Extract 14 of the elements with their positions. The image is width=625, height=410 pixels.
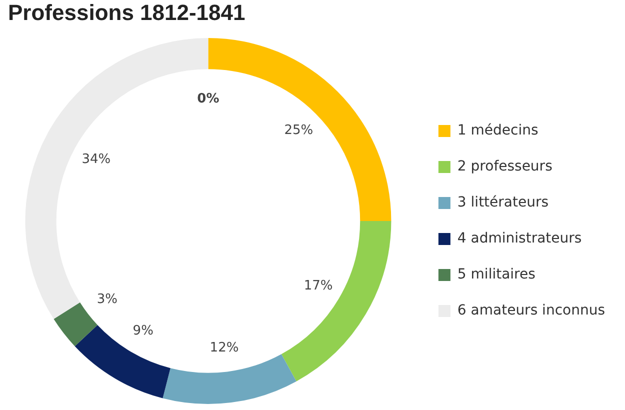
legend-label: 5 militaires <box>457 266 536 283</box>
data-label: 9% <box>132 323 154 338</box>
legend-label: 2 professeurs <box>457 158 552 175</box>
data-label: 3% <box>96 292 118 307</box>
data-label: 25% <box>284 122 314 138</box>
legend-label: 1 médecins <box>457 122 538 139</box>
data-label: 17% <box>304 278 333 294</box>
chart-title: Professions 1812-1841 <box>8 0 246 26</box>
legend-label: 4 administrateurs <box>457 230 582 247</box>
data-label: 12% <box>210 340 239 356</box>
data-label: 34% <box>82 152 111 167</box>
legend-label: 3 littérateurs <box>457 194 549 211</box>
legend-label: 6 amateurs inconnus <box>457 302 606 319</box>
text: 0% <box>197 91 220 106</box>
